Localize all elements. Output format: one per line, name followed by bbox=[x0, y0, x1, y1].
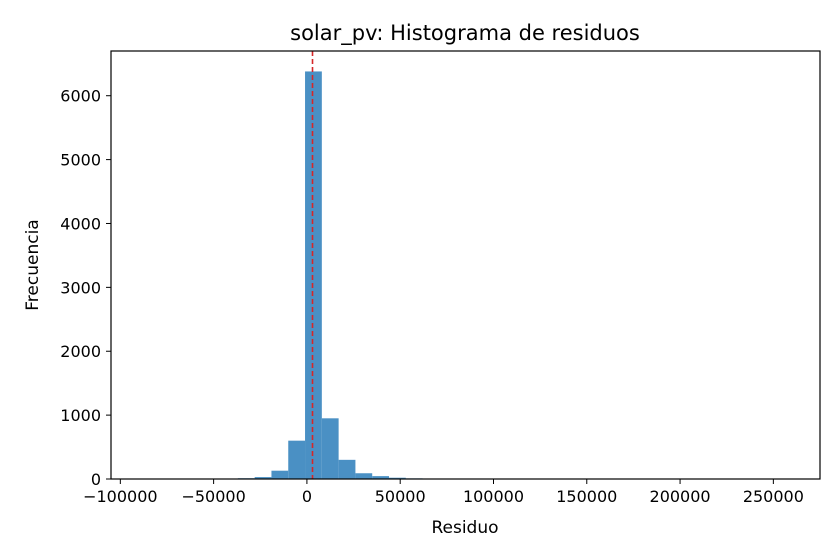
histogram-bar-8 bbox=[254, 477, 272, 479]
chart-title: solar_pv: Histograma de residuos bbox=[290, 21, 640, 46]
x-axis-label: Residuo bbox=[431, 518, 498, 538]
histogram-bar-9 bbox=[271, 470, 289, 479]
histogram-bar-15 bbox=[372, 476, 390, 479]
histogram-bar-11 bbox=[305, 71, 322, 480]
x-axis-ticks: −100000 −50000 0 50000 100000 150000 200000 250… bbox=[83, 479, 804, 506]
y-tick-label-4: 4000 bbox=[60, 214, 101, 233]
y-tick-label-5: 5000 bbox=[60, 151, 101, 170]
histogram-bar-12 bbox=[321, 418, 339, 479]
y-tick-label-3: 3000 bbox=[60, 278, 101, 297]
y-tick-label-0: 0 bbox=[91, 470, 101, 489]
y-tick-label-6: 6000 bbox=[60, 87, 101, 106]
histogram-bar-14 bbox=[355, 473, 373, 479]
x-tick-label-6: 200000 bbox=[650, 487, 711, 506]
x-tick-label-2: 0 bbox=[302, 487, 312, 506]
x-tick-label-3: 50000 bbox=[375, 487, 426, 506]
x-tick-label-5: 150000 bbox=[556, 487, 617, 506]
histogram-bar-10 bbox=[288, 440, 306, 479]
x-tick-label-4: 100000 bbox=[463, 487, 524, 506]
x-tick-label-7: 250000 bbox=[743, 487, 804, 506]
x-tick-label-1: −50000 bbox=[181, 487, 245, 506]
histogram-bar-16 bbox=[389, 477, 406, 479]
histogram-bar-13 bbox=[338, 459, 356, 479]
y-axis-ticks: 0 1000 2000 3000 4000 5000 6000 bbox=[60, 87, 111, 489]
x-tick-label-0: −100000 bbox=[83, 487, 157, 506]
y-tick-label-1: 1000 bbox=[60, 406, 101, 425]
y-tick-label-2: 2000 bbox=[60, 342, 101, 361]
plot-frame bbox=[110, 50, 821, 480]
y-axis-label: Frecuencia bbox=[23, 219, 43, 310]
